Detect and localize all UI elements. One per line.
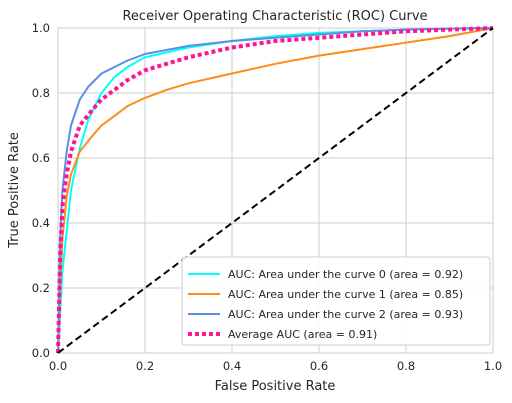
legend-label-2: AUC: Area under the curve 2 (area = 0.93…: [228, 308, 463, 321]
legend-label-0: AUC: Area under the curve 0 (area = 0.92…: [228, 268, 463, 281]
y-tick-label: 0.2: [32, 281, 50, 295]
legend-box: [181, 256, 491, 346]
chance-diagonal-line: [57, 27, 494, 354]
legend-label-3: Average AUC (area = 0.91): [228, 328, 377, 341]
x-tick-label: 0.4: [223, 359, 241, 373]
y-tick-labels: 0.0 0.2 0.4 0.6 0.8 1.0: [32, 21, 50, 360]
grid: [57, 27, 494, 354]
x-tick-labels: 0.0 0.2 0.4 0.6 0.8 1.0: [49, 359, 502, 373]
y-axis-label: True Positive Rate: [7, 132, 22, 249]
y-tick-label: 0.0: [32, 346, 50, 360]
chart-title: Receiver Operating Characteristic (ROC) …: [122, 9, 427, 24]
x-tick-label: 1.0: [484, 359, 502, 373]
y-tick-label: 0.4: [32, 216, 50, 230]
series-line-2: [57, 27, 494, 354]
x-tick-label: 0.0: [49, 359, 67, 373]
y-tick-label: 1.0: [32, 21, 50, 35]
series-line-3: [56, 26, 494, 354]
series-lines: [56, 26, 494, 354]
y-tick-label: 0.8: [32, 86, 50, 100]
x-axis-label: False Positive Rate: [215, 379, 336, 394]
x-tick-label: 0.8: [397, 359, 415, 373]
legend-label-1: AUC: Area under the curve 1 (area = 0.85…: [228, 288, 463, 301]
series-line-1: [57, 27, 494, 354]
x-tick-label: 0.2: [136, 359, 154, 373]
y-tick-label: 0.6: [32, 151, 50, 165]
legend: AUC: Area under the curve 0 (area = 0.92…: [181, 256, 491, 346]
x-tick-label: 0.6: [310, 359, 328, 373]
